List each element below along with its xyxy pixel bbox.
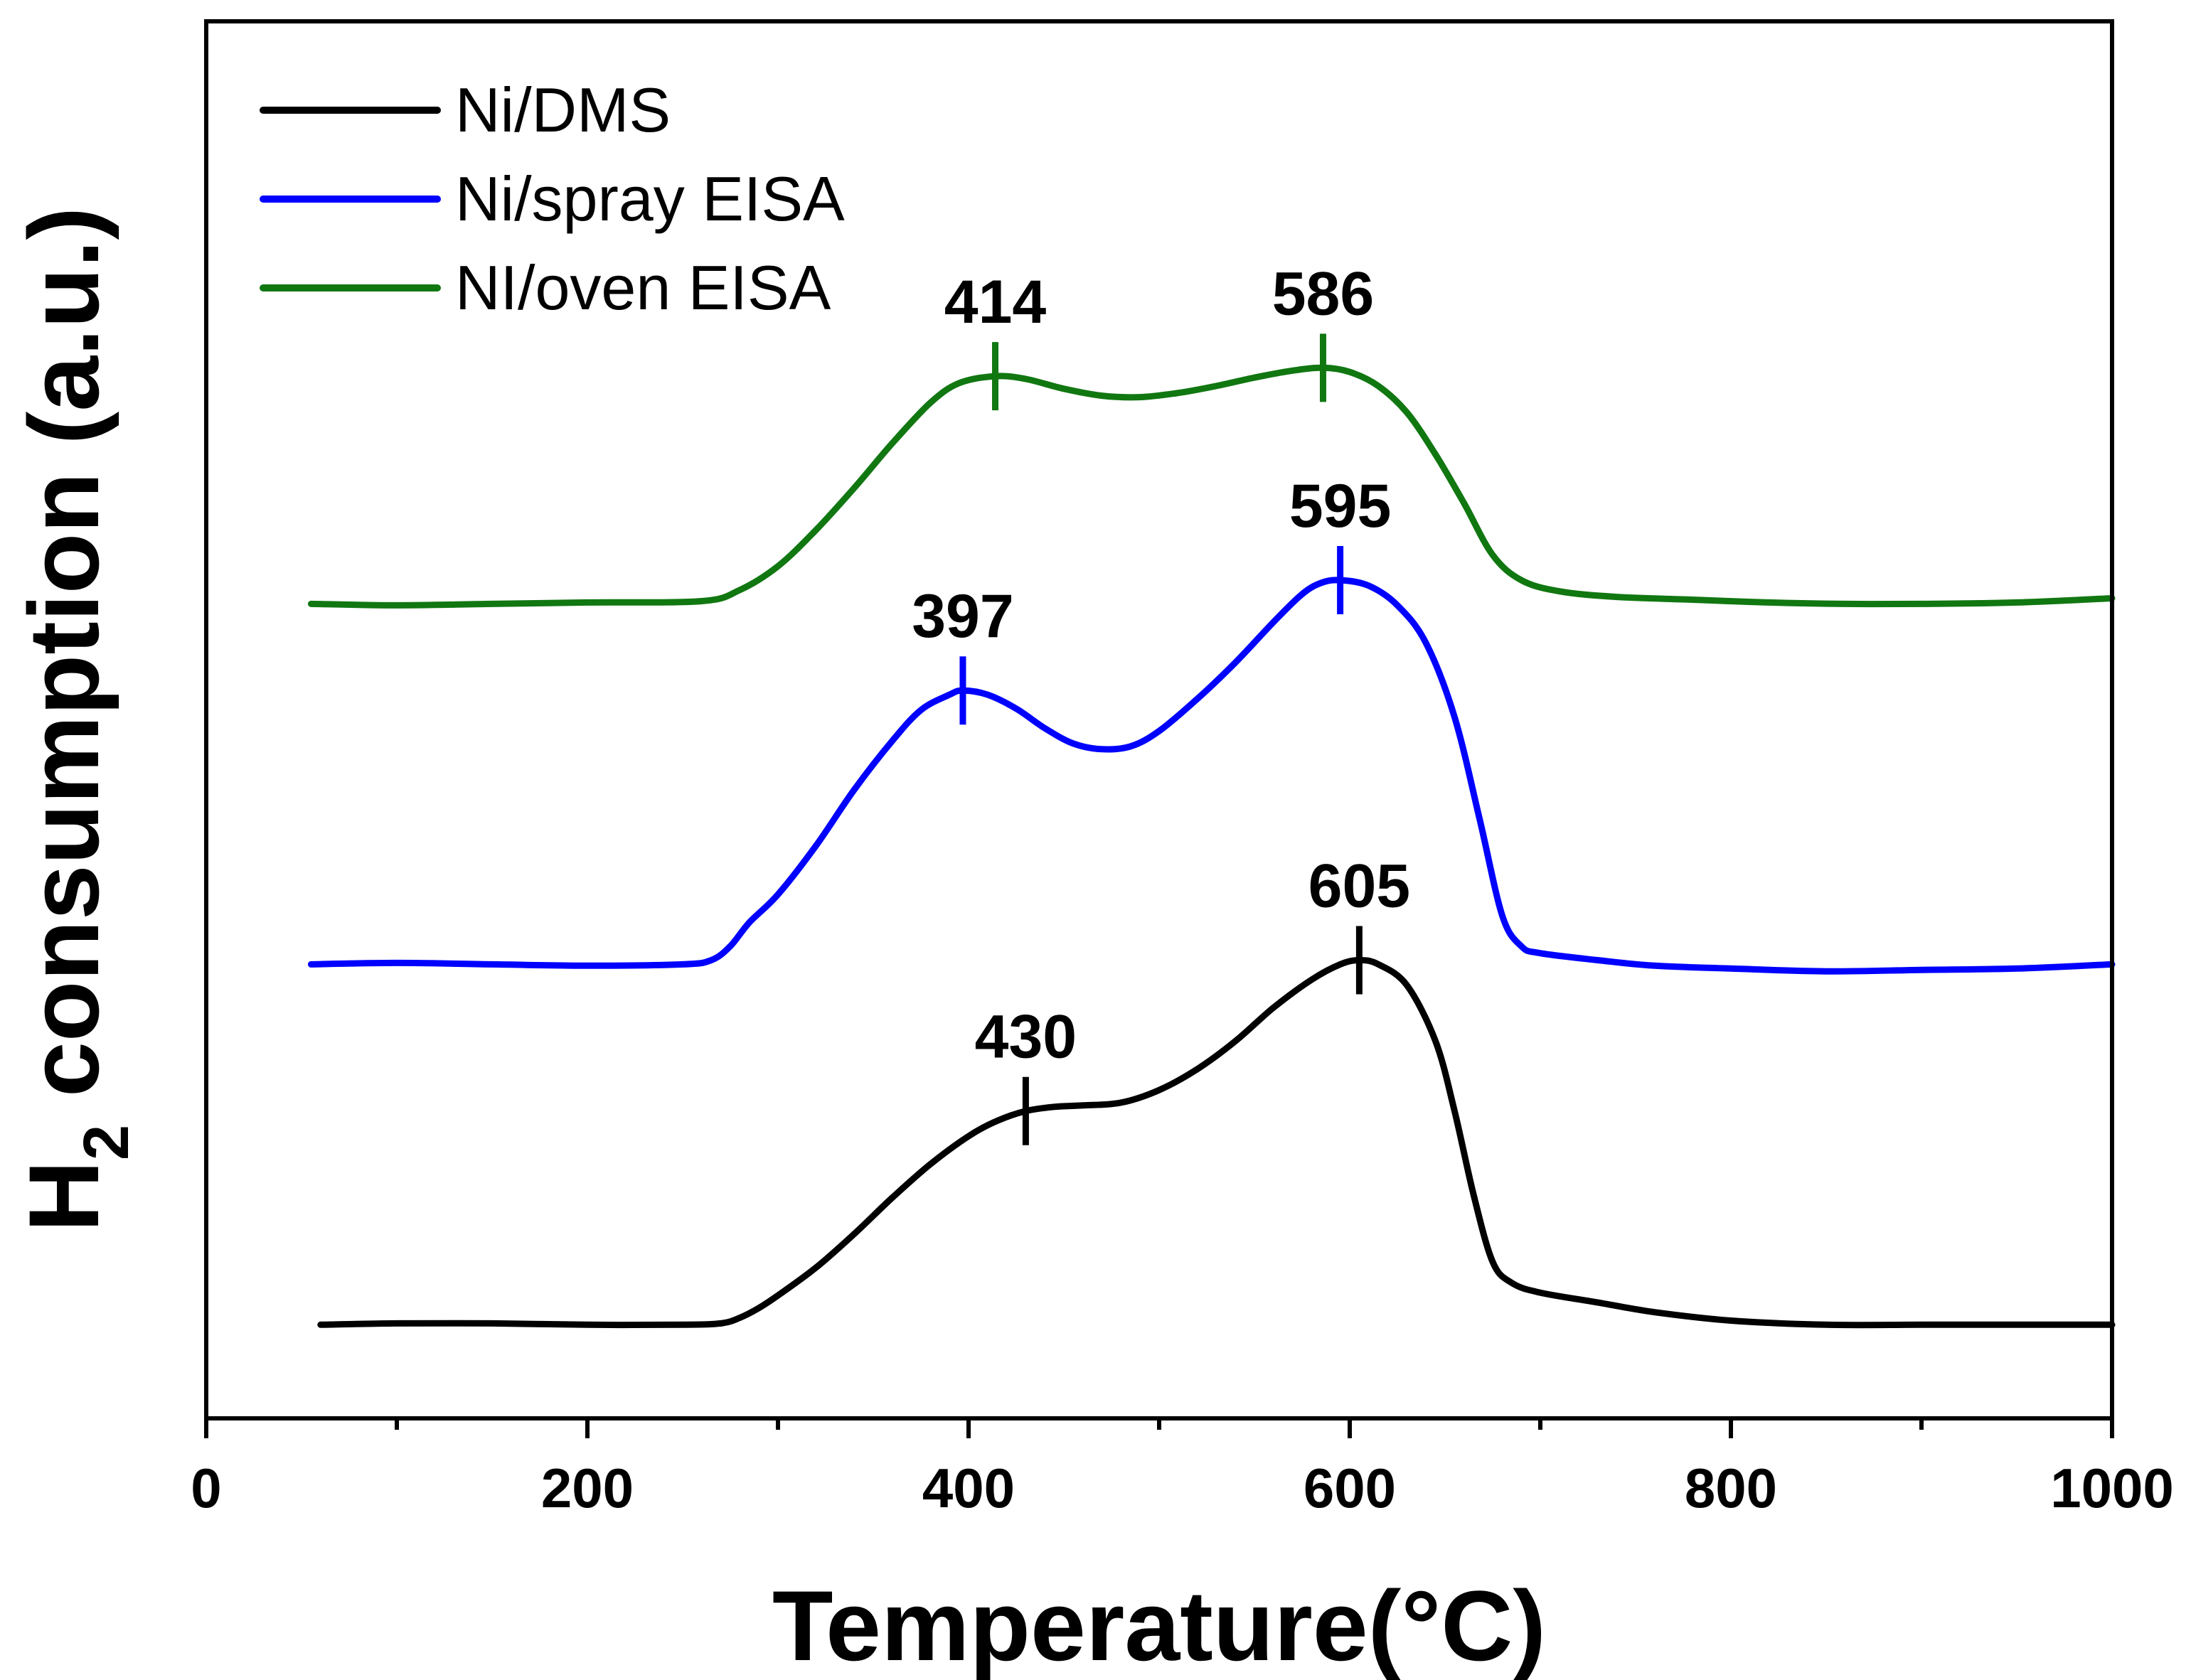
- y-axis-title-subscript: 2: [71, 1125, 142, 1160]
- y-axis-title-h: H: [8, 1160, 119, 1232]
- peak-label-430: 430: [975, 1003, 1077, 1071]
- peak-label-605: 605: [1308, 852, 1411, 920]
- peak-label-595: 595: [1289, 472, 1392, 540]
- x-axis-title: Temperature(°C): [772, 1570, 1546, 1680]
- x-tick-label: 1000: [2050, 1457, 2174, 1519]
- x-tick-label: 200: [541, 1457, 634, 1519]
- x-tick-label: 400: [922, 1457, 1015, 1519]
- x-tick-label: 800: [1685, 1457, 1777, 1519]
- y-axis-title: H2 consumption (a.u.): [8, 207, 142, 1232]
- legend-label-ni-oven-eisa: NI/oven EISA: [455, 252, 831, 323]
- peak-label-397: 397: [912, 582, 1014, 651]
- x-axis-ticks: 0 200 400 600 800 1000: [191, 1418, 2174, 1519]
- series-line-ni-oven-eisa: [307, 364, 2116, 609]
- series-line-ni-dms: [317, 957, 2116, 1329]
- x-tick-label: 0: [191, 1457, 221, 1519]
- series-line-ni-spray-eisa: [307, 577, 2116, 975]
- x-tick-label: 600: [1304, 1457, 1396, 1519]
- curves-layer: [307, 364, 2116, 1329]
- legend: Ni/DMS Ni/spray EISA NI/oven EISA: [260, 75, 845, 323]
- legend-label-ni-dms: Ni/DMS: [455, 75, 671, 145]
- peak-label-586: 586: [1272, 260, 1375, 328]
- legend-label-ni-spray-eisa: Ni/spray EISA: [455, 164, 845, 234]
- peak-markers-layer: 430 605 397 595 414 586: [912, 260, 1410, 1145]
- y-axis-title-rest: consumption (a.u.): [8, 207, 119, 1125]
- peak-label-414: 414: [944, 268, 1047, 336]
